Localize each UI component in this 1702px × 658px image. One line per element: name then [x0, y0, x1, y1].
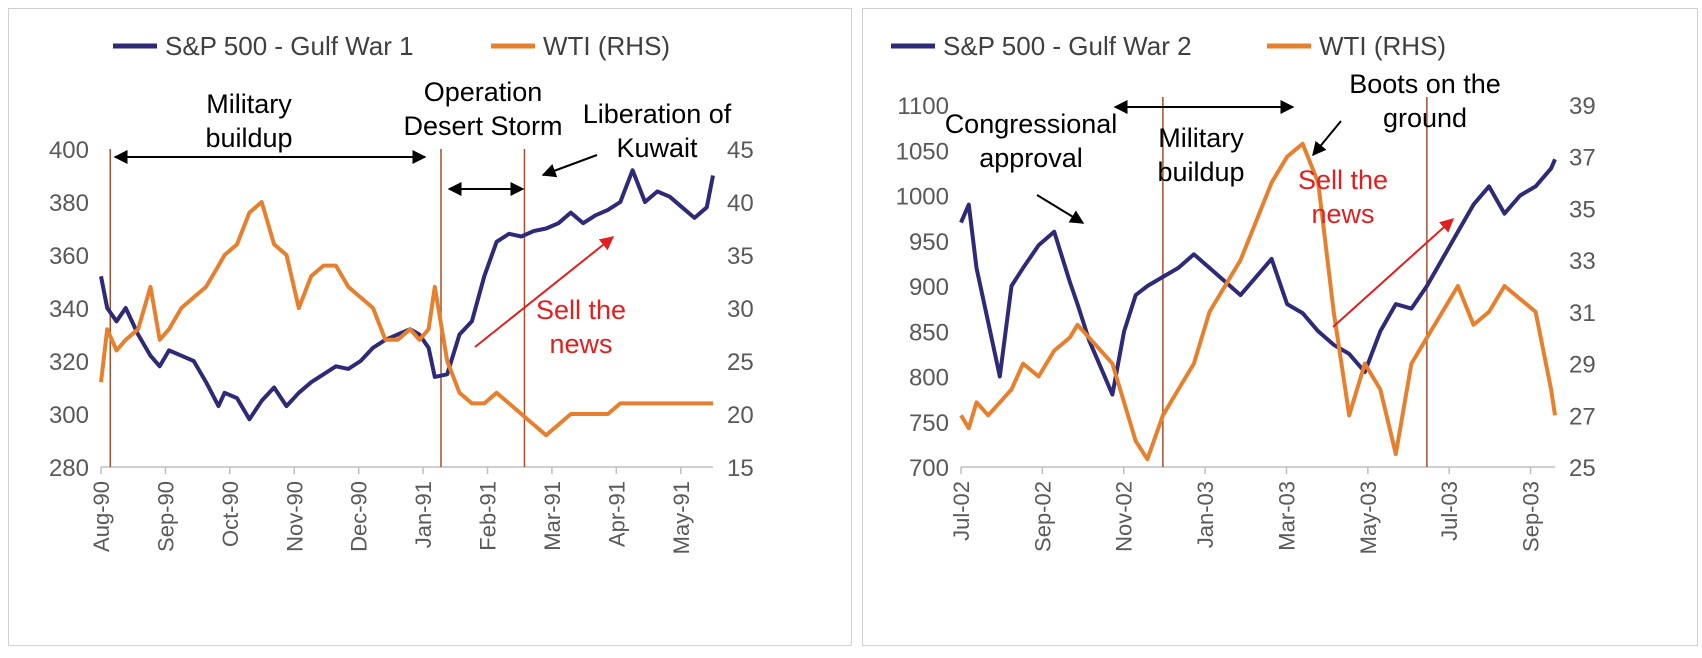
gw2-y-left-tick: 1050 [896, 138, 949, 165]
annotation-sell-the-news: news [1311, 199, 1374, 229]
gw1-y-right-tick: 35 [727, 243, 754, 270]
annotation-congressional-approval: approval [979, 143, 1083, 173]
gw1-x-tick-label: Mar-91 [540, 481, 565, 551]
annotation-sell-the-news: Sell the [1298, 165, 1388, 195]
gw1-series-line-sp500 [99, 168, 715, 422]
gw2-y-left-tick: 850 [909, 319, 949, 346]
gw2-y-left-tick: 1100 [897, 93, 949, 120]
gw1-series-line-wti [99, 200, 713, 438]
chart-gulf-war-1: 280 300 320 340 360 380 400 15 20 25 30 35 40 45 Aug-9… [49, 31, 754, 554]
gw1-y-right-tick: 40 [727, 190, 754, 217]
gw2-y-right-tick: 31 [1569, 300, 1596, 327]
arrow-boots-on-the-ground [1312, 120, 1342, 157]
gw1-x-tick-label: May-91 [669, 481, 694, 554]
chart-panel-gulf-war-2: 700 750 800 850 900 950 1000 1050 1100 25 27 29 31 33… [862, 8, 1698, 646]
gw2-x-tick-label: Jan-03 [1193, 481, 1218, 548]
annotation-boots-on-the-ground: Boots on the [1349, 69, 1501, 99]
annotation-sell-the-news: Sell the [536, 295, 626, 325]
gw2-y-right-tick: 35 [1569, 196, 1596, 223]
gw1-legend-label: WTI (RHS) [543, 31, 670, 61]
gw2-y-left-tick: 800 [909, 365, 949, 392]
gw2-y-right-tick: 25 [1569, 455, 1596, 482]
annotation-military-buildup: Military [206, 89, 292, 119]
gw1-x-tick-label: Nov-90 [282, 481, 307, 552]
gw2-series-line-sp500 [959, 158, 1557, 397]
arrow-sell-the-news [1332, 218, 1455, 328]
gw1-x-tick-label: Dec-90 [347, 481, 372, 552]
gw1-y-right-tick: 25 [727, 349, 754, 376]
gw2-x-tick-label: Mar-03 [1274, 481, 1299, 551]
gw2-x-tick-label: Jul-02 [949, 481, 974, 541]
annotation-military-buildup: Military [1158, 123, 1244, 153]
gw2-y-left-tick: 1000 [896, 184, 949, 211]
gw2-y-left-tick: 750 [909, 410, 949, 437]
gw2-x-tick-label: Jul-03 [1437, 481, 1462, 541]
gw1-y-right-tick: 15 [727, 455, 754, 482]
gw1-y-left-tick: 340 [49, 296, 89, 323]
gw2-y-right-tick: 33 [1569, 248, 1596, 275]
gw1-x-tick-label: Sep-90 [153, 481, 178, 552]
gw2-legend-label: WTI (RHS) [1319, 31, 1446, 61]
gw1-y-right-tick: 30 [727, 296, 754, 323]
gw1-y-left-tick: 400 [49, 137, 89, 164]
gw2-legend-label: S&P 500 - Gulf War 2 [943, 31, 1192, 61]
gw2-x-tick-label: Nov-02 [1112, 481, 1137, 552]
gw2-y-left-tick: 700 [909, 455, 949, 482]
gw2-y-right-tick: 27 [1569, 403, 1596, 430]
gw1-legend-label: S&P 500 - Gulf War 1 [165, 31, 414, 61]
gw1-y-left-tick: 360 [49, 243, 89, 270]
gw2-y-right-tick: 37 [1569, 145, 1596, 172]
gw1-x-tick-label: Oct-90 [218, 481, 243, 547]
chart-panel-gulf-war-1: 280 300 320 340 360 380 400 15 20 25 30 35 40 45 Aug-9… [8, 8, 852, 646]
annotation-congressional-approval: Congressional [945, 109, 1118, 139]
arrow-congressional-approval [1036, 194, 1085, 224]
gw1-y-right-tick: 20 [727, 402, 754, 429]
gw2-series-line-wti [959, 141, 1557, 462]
annotation-military-buildup: buildup [205, 123, 292, 153]
gw2-y-right-tick: 29 [1569, 352, 1596, 379]
gw1-x-tick-label: Apr-91 [604, 481, 629, 547]
annotation-liberation-of-kuwait: Liberation of [583, 99, 732, 129]
gw1-y-left-tick: 300 [49, 402, 89, 429]
gw2-y-right-tick: 39 [1569, 93, 1596, 120]
gw2-y-left-tick: 950 [909, 229, 949, 256]
gw1-x-tick-label: Aug-90 [89, 481, 114, 552]
chart-gulf-war-2: 700 750 800 850 900 950 1000 1050 1100 25 27 29 31 33… [891, 31, 1596, 554]
gw1-x-tick-label: Feb-91 [476, 481, 501, 551]
gw2-x-tick-label: Sep-02 [1030, 481, 1055, 552]
gw1-y-right-tick: 45 [727, 137, 754, 164]
arrow-sell-the-news [474, 236, 615, 348]
annotation-military-buildup: buildup [1157, 157, 1244, 187]
gw1-y-left-tick: 320 [49, 349, 89, 376]
gw2-y-left-tick: 900 [909, 274, 949, 301]
annotation-operation-desert-storm: Desert Storm [403, 111, 562, 141]
gw1-x-tick-label: Jan-91 [411, 481, 436, 548]
arrow-liberation-of-kuwait [541, 154, 598, 178]
annotation-sell-the-news: news [549, 329, 612, 359]
gw2-x-tick-label: May-03 [1356, 481, 1381, 554]
gw1-y-left-tick: 380 [49, 190, 89, 217]
annotation-operation-desert-storm: Operation [424, 77, 543, 107]
annotation-liberation-of-kuwait: Kuwait [616, 133, 698, 163]
gw2-x-tick-label: Sep-03 [1519, 481, 1544, 552]
annotation-boots-on-the-ground: ground [1383, 103, 1467, 133]
gw1-y-left-tick: 280 [49, 455, 89, 482]
